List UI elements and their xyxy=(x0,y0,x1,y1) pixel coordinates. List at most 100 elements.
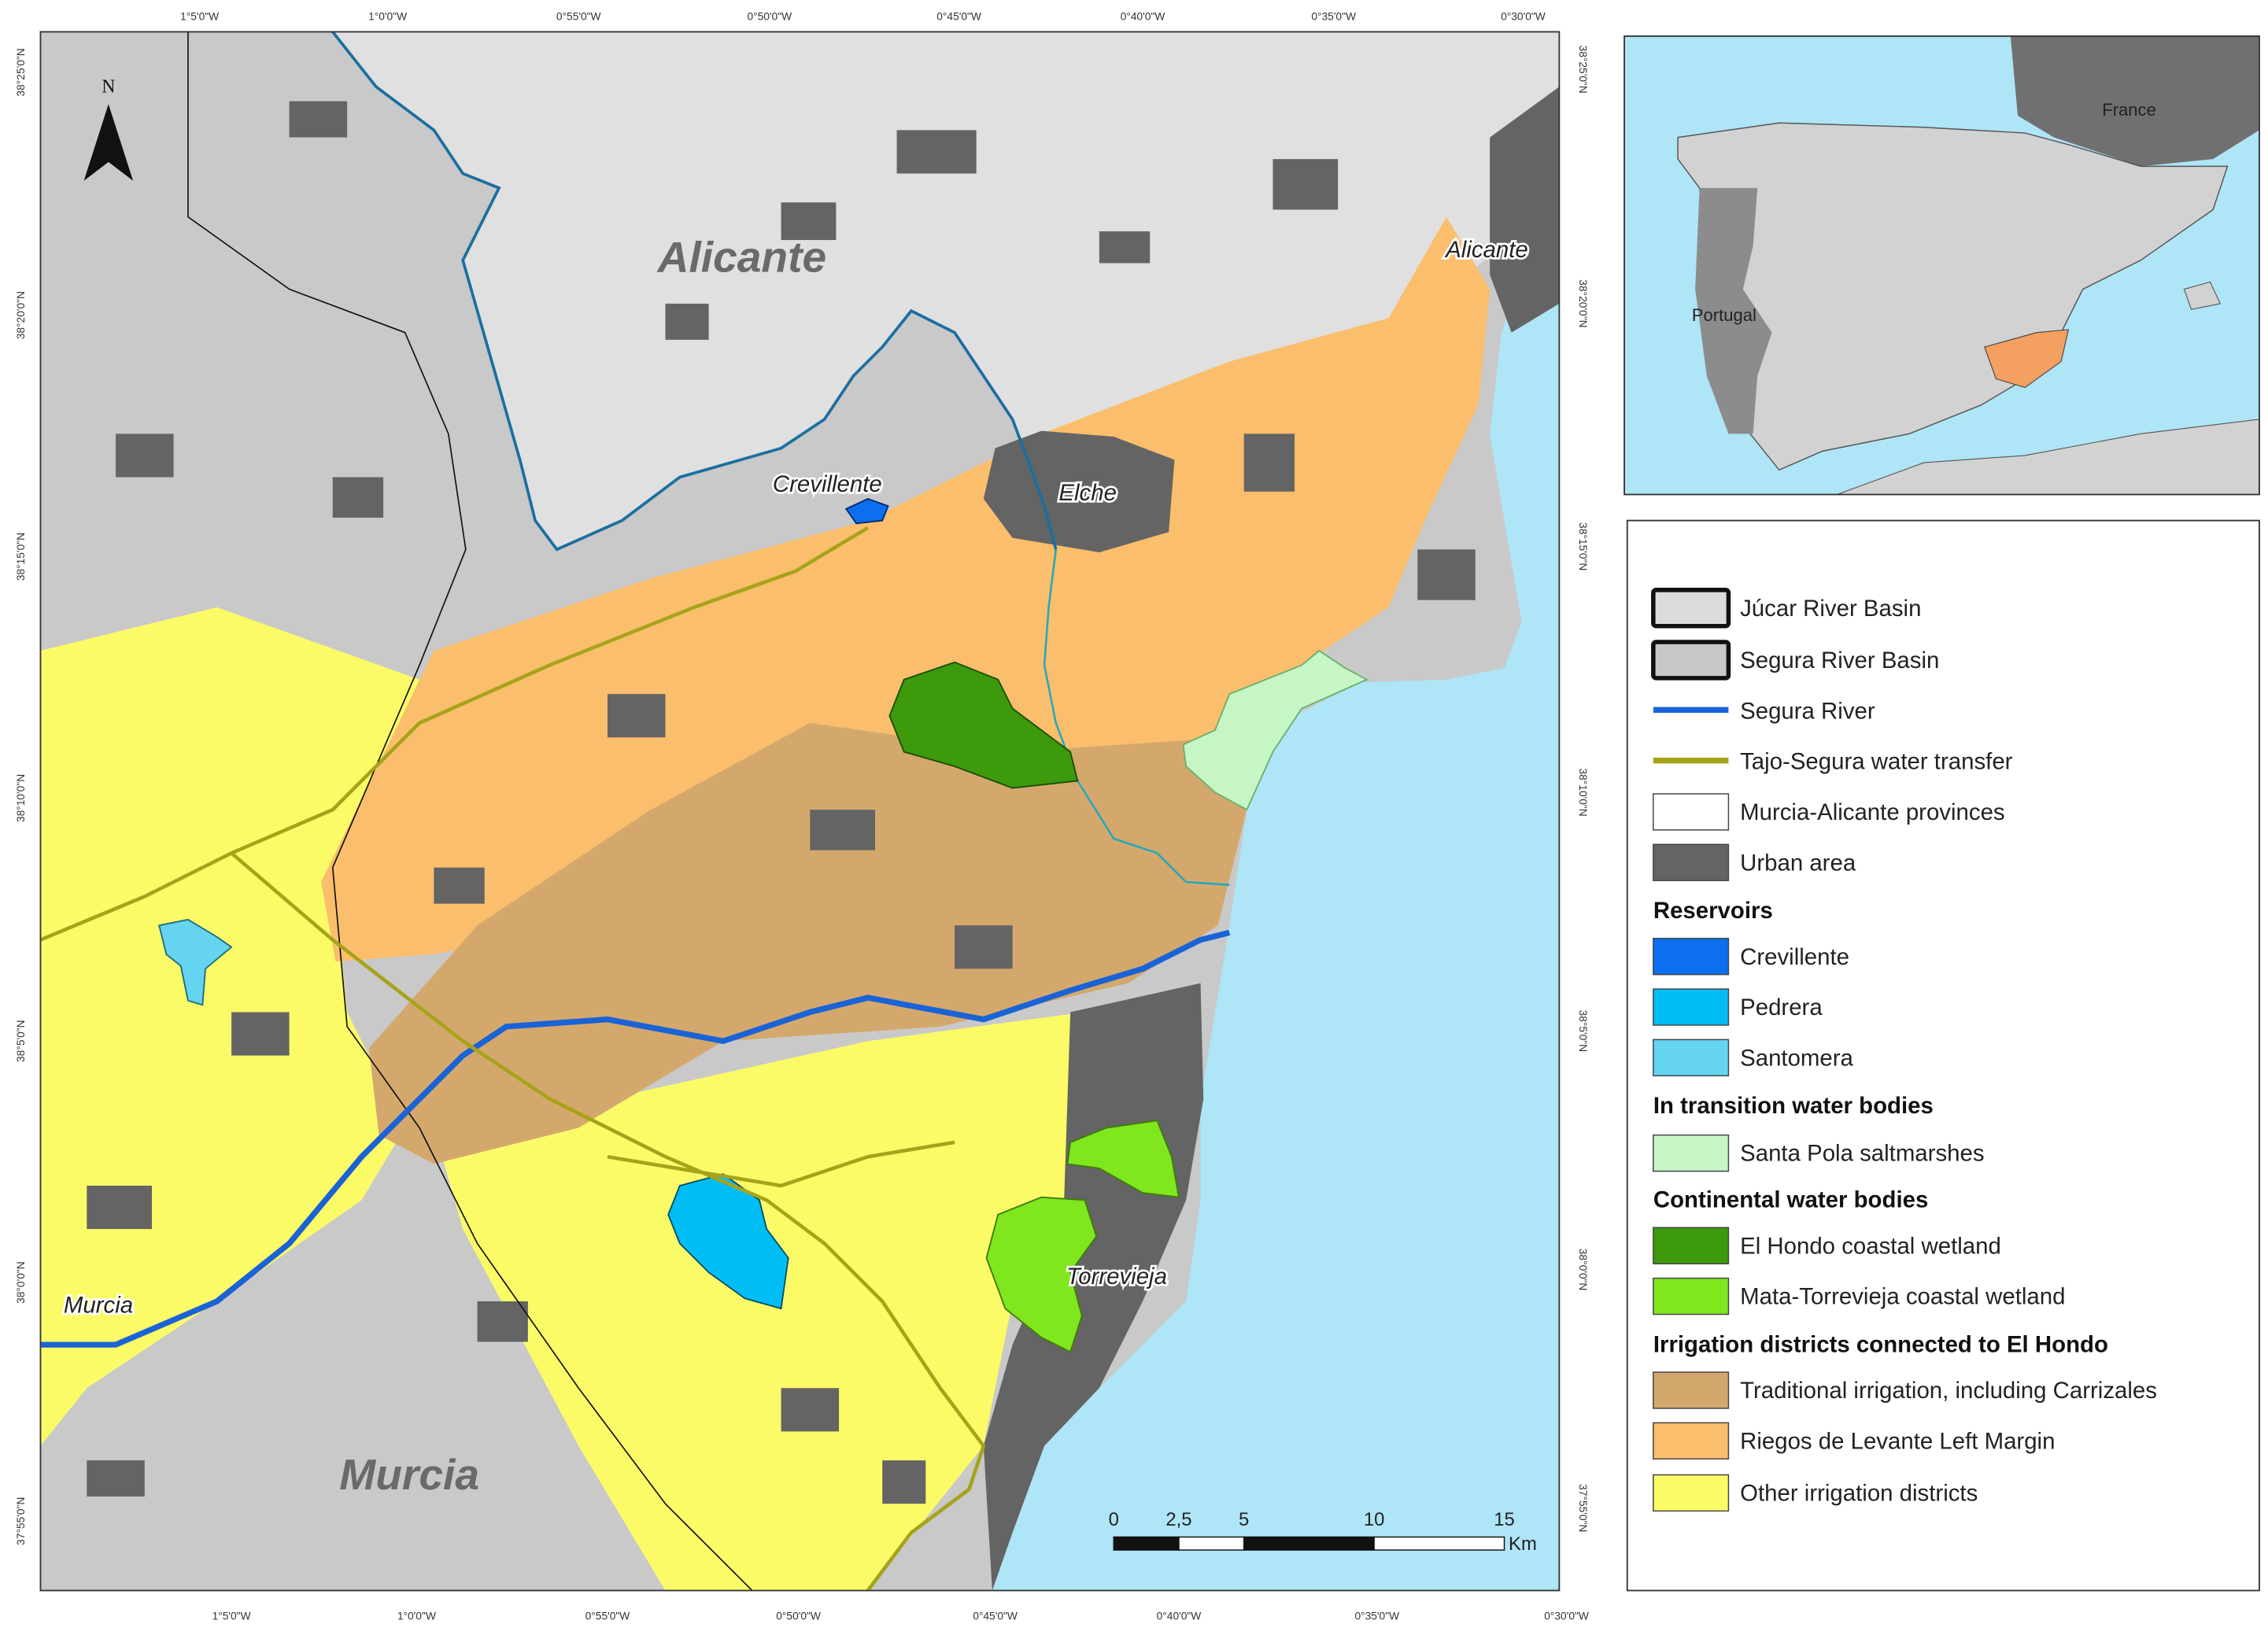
lat-label: 38°25'0"N xyxy=(15,48,27,96)
legend-swatch xyxy=(1653,1371,1730,1409)
legend-swatch xyxy=(1653,843,1730,881)
legend-label: Traditional irrigation, including Carriz… xyxy=(1740,1378,2157,1404)
inset-label: Portugal xyxy=(1692,305,1756,325)
legend-swatch xyxy=(1651,640,1731,681)
lat-label: 38°25'0"N xyxy=(1577,46,1589,94)
urban-patch xyxy=(477,1301,528,1342)
transfer-line xyxy=(607,1140,955,1188)
scale-segment xyxy=(1243,1536,1375,1551)
urban-patch xyxy=(231,1012,290,1056)
lon-label: 0°40'0"W xyxy=(1121,11,1165,23)
lon-label: 0°55'0"W xyxy=(556,11,601,23)
scale-label: 10 xyxy=(1364,1509,1385,1530)
crevillente-reservoir xyxy=(844,498,889,525)
legend-swatch xyxy=(1651,588,1731,629)
urban-elche xyxy=(983,430,1175,553)
jucar-segura-divide xyxy=(331,31,1058,552)
traditional-irrigation xyxy=(368,722,1247,1164)
lat-label: 38°15'0"N xyxy=(1577,522,1589,570)
north-label: N xyxy=(102,77,115,98)
other-irrigation-west xyxy=(40,607,420,1446)
lat-label: 38°0'0"N xyxy=(15,1261,27,1304)
urban-patch xyxy=(781,1388,840,1432)
city-label: Alicante xyxy=(1444,237,1528,263)
inset-study-area xyxy=(1984,329,2070,389)
urban-patch xyxy=(1273,159,1339,210)
legend-label: Crevillente xyxy=(1740,944,1849,970)
legend-swatch xyxy=(1653,1227,1730,1264)
urban-patch xyxy=(1099,231,1151,264)
legend-swatch xyxy=(1653,1422,1730,1460)
map-frame xyxy=(39,31,1561,1592)
legend: Júcar River Basin Segura River Basin Segur… xyxy=(1651,588,2157,1512)
urban-patch xyxy=(1417,549,1476,600)
legend-label: Segura River Basin xyxy=(1740,648,1939,673)
urban-patch xyxy=(955,925,1013,969)
city-label: Murcia xyxy=(64,1293,133,1319)
north-arrow xyxy=(83,104,134,181)
legend-heading: In transition water bodies xyxy=(1653,1093,1934,1119)
mata-wetland xyxy=(1066,1120,1180,1198)
scale-segment xyxy=(1178,1536,1245,1551)
legend-heading: Continental water bodies xyxy=(1653,1187,1928,1213)
city-label: Crevillente xyxy=(773,471,882,497)
legend-heading: Reservoirs xyxy=(1653,898,1773,924)
santa-pola-saltmarsh xyxy=(1182,649,1369,811)
scale-segment xyxy=(1113,1536,1180,1551)
lon-label: 0°50'0"W xyxy=(747,11,792,23)
city-label: Torrevieja xyxy=(1066,1264,1167,1290)
city-label: Elche xyxy=(1058,480,1117,506)
transfer-line xyxy=(230,851,986,1591)
legend-swatch xyxy=(1653,1474,1730,1512)
legend-swatch xyxy=(1653,937,1730,976)
legend-label: Urban area xyxy=(1740,850,1856,876)
santomera-reservoir xyxy=(158,918,233,1006)
inset-label: France xyxy=(2102,100,2156,120)
province-label: Alicante xyxy=(656,233,826,282)
scale-label: 0 xyxy=(1109,1509,1119,1530)
urban-patch xyxy=(781,202,837,241)
legend-label: Other irrigation districts xyxy=(1740,1481,1978,1507)
legend-label: Segura River xyxy=(1740,698,1875,724)
urban-patch xyxy=(116,434,174,478)
jucar-basin xyxy=(332,31,1560,550)
lon-label: 1°0'0"W xyxy=(397,1610,436,1622)
lon-label: 0°40'0"W xyxy=(1157,1610,1202,1622)
lon-label: 0°50'0"W xyxy=(776,1610,821,1622)
lon-label: 0°35'0"W xyxy=(1354,1610,1399,1622)
inset-balearics xyxy=(2183,281,2222,310)
urban-patch xyxy=(434,867,485,904)
legend-swatch xyxy=(1653,793,1730,831)
lat-label: 38°20'0"N xyxy=(1577,279,1589,327)
inset-portugal xyxy=(1695,187,1772,434)
inset-africa xyxy=(1837,419,2259,495)
segura-river xyxy=(40,929,1231,1348)
labels: 1°5'0"W 1°0'0"W 0°55'0"W 0°50'0"W 0°45'0"W 0°… xyxy=(15,11,2156,1622)
legend-label: Murcia-Alicante provinces xyxy=(1740,799,2005,825)
scale-label: 5 xyxy=(1239,1509,1249,1530)
legend-label: Riegos de Levante Left Margin xyxy=(1740,1428,2055,1454)
sea xyxy=(991,130,1560,1591)
urban-patch xyxy=(607,694,666,738)
legend-swatch xyxy=(1653,1039,1730,1077)
legend-swatch xyxy=(1653,1134,1730,1172)
urban-patch xyxy=(1243,434,1295,492)
urban-patch xyxy=(87,1185,152,1230)
urban-patch xyxy=(332,477,384,518)
lat-label: 38°10'0"N xyxy=(15,774,27,822)
lat-label: 38°5'0"N xyxy=(1577,1010,1589,1053)
urban-patch xyxy=(87,1460,145,1497)
torrevieja-wetland xyxy=(985,1196,1098,1353)
legend-frame xyxy=(1626,519,2260,1592)
legend-label: Tajo-Segura water transfer xyxy=(1740,749,2013,775)
scale-label: 2,5 xyxy=(1165,1509,1191,1530)
tajo-segura-transfer xyxy=(40,526,986,1591)
legend-swatch xyxy=(1653,1277,1730,1316)
urban-patch xyxy=(810,810,875,851)
lon-label: 1°5'0"W xyxy=(180,11,219,23)
legend-label: El Hondo coastal wetland xyxy=(1740,1233,2001,1259)
lon-label: 1°5'0"W xyxy=(212,1610,251,1622)
inset-map xyxy=(1624,35,2259,495)
